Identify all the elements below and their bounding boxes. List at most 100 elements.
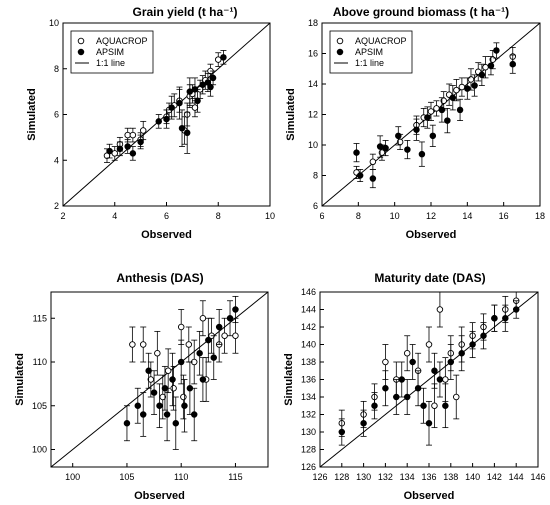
- y-tick-label: 138: [301, 357, 316, 367]
- aquacrop-point: [191, 104, 199, 111]
- aquacrop-point: [458, 83, 466, 91]
- apsim-point: [444, 117, 451, 124]
- x-tick-label: 138: [443, 472, 458, 482]
- aquacrop-point: [221, 332, 228, 340]
- x-tick-label: 8: [356, 211, 361, 221]
- apsim-point: [163, 115, 170, 123]
- panel-title: Above ground biomass (t ha⁻¹): [333, 5, 509, 19]
- y-axis-label: Simulated: [285, 88, 297, 141]
- apsim-point: [163, 411, 171, 418]
- apsim-point: [512, 306, 520, 313]
- apsim-point: [129, 150, 137, 157]
- apsim-point: [137, 138, 144, 146]
- y-tick-label: 6: [54, 110, 59, 120]
- apsim-point: [181, 402, 188, 410]
- apsim-point: [424, 114, 431, 121]
- apsim-point: [409, 358, 416, 366]
- y-tick-label: 10: [308, 140, 318, 150]
- y-tick-label: 6: [313, 201, 318, 211]
- apsim-point: [134, 402, 142, 410]
- x-tick-label: 6: [319, 211, 324, 221]
- x-tick-label: 130: [356, 472, 371, 482]
- x-tick-label: 14: [462, 211, 472, 221]
- aquacrop-point: [436, 306, 444, 313]
- apsim-point: [429, 132, 437, 140]
- x-tick-label: 134: [400, 472, 415, 482]
- series-apsim: [353, 42, 517, 189]
- apsim-point: [425, 420, 433, 427]
- apsim-point: [487, 62, 495, 69]
- apsim-point: [176, 99, 183, 107]
- y-tick-label: 18: [308, 18, 318, 28]
- apsim-point: [398, 376, 406, 383]
- apsim-point: [420, 402, 427, 410]
- x-axis-label: Observed: [134, 490, 185, 502]
- apsim-point: [156, 402, 163, 410]
- legend-marker-open: [336, 37, 344, 45]
- x-tick-label: 12: [426, 211, 436, 221]
- aquacrop-point: [369, 158, 377, 166]
- one-to-one-line: [319, 291, 539, 468]
- y-tick-label: 144: [301, 305, 316, 315]
- apsim-point: [436, 376, 444, 383]
- panel-title: Anthesis (DAS): [116, 271, 203, 285]
- apsim-point: [178, 124, 186, 132]
- x-tick-label: 4: [112, 211, 117, 221]
- aquacrop-point: [442, 376, 449, 383]
- legend-marker-open: [77, 37, 85, 45]
- y-tick-label: 126: [301, 462, 316, 472]
- legend-entry: 1:1 line: [355, 58, 384, 68]
- aquacrop-point: [199, 315, 207, 322]
- aquacrop-point: [159, 393, 167, 401]
- legend-entry: APSIM: [355, 47, 383, 57]
- apsim-point: [382, 385, 389, 392]
- apsim-point: [215, 323, 223, 331]
- apsim-point: [210, 354, 217, 361]
- aquacrop-point: [403, 350, 411, 357]
- apsim-point: [418, 150, 426, 158]
- apsim-point: [145, 367, 152, 375]
- apsim-point: [232, 306, 239, 313]
- y-tick-label: 100: [32, 445, 47, 455]
- x-tick-label: 142: [487, 472, 502, 482]
- series-apsim: [106, 50, 227, 161]
- apsim-point: [369, 175, 377, 182]
- legend-entry: APSIM: [96, 47, 124, 57]
- apsim-point: [414, 385, 422, 392]
- legend-box: [70, 30, 154, 74]
- apsim-point: [356, 172, 364, 179]
- apsim-point: [442, 402, 449, 410]
- apsim-point: [186, 88, 194, 95]
- aquacrop-point: [214, 56, 222, 63]
- x-axis-label: Observed: [406, 229, 457, 241]
- apsim-point: [480, 332, 487, 340]
- apsim-point: [207, 83, 214, 91]
- apsim-point: [395, 132, 402, 140]
- aquacrop-point: [170, 385, 177, 392]
- y-tick-label: 4: [54, 155, 59, 165]
- aquacrop-point: [427, 108, 435, 115]
- apsim-point: [168, 104, 175, 111]
- x-tick-label: 132: [378, 472, 393, 482]
- apsim-point: [382, 144, 389, 152]
- x-tick-label: 115: [228, 472, 242, 482]
- apsim-point: [205, 336, 212, 344]
- y-tick-label: 110: [33, 357, 47, 367]
- apsim-point: [471, 82, 478, 89]
- apsim-point: [220, 54, 227, 61]
- y-tick-label: 136: [301, 375, 316, 385]
- one-to-one-line: [50, 291, 269, 468]
- apsim-point: [371, 402, 378, 410]
- x-tick-label: 140: [465, 472, 480, 482]
- x-tick-label: 128: [334, 472, 349, 482]
- y-tick-label: 8: [313, 171, 318, 181]
- apsim-point: [502, 315, 509, 322]
- aquacrop-point: [453, 393, 460, 401]
- apsim-point: [177, 358, 185, 366]
- series-aquacrop: [353, 47, 517, 179]
- series-apsim: [123, 295, 239, 450]
- panel-4: Maturity date (DAS) 126 128 130 132 134 136 138…: [283, 271, 546, 502]
- apsim-point: [458, 350, 465, 357]
- x-tick-label: 10: [265, 211, 275, 221]
